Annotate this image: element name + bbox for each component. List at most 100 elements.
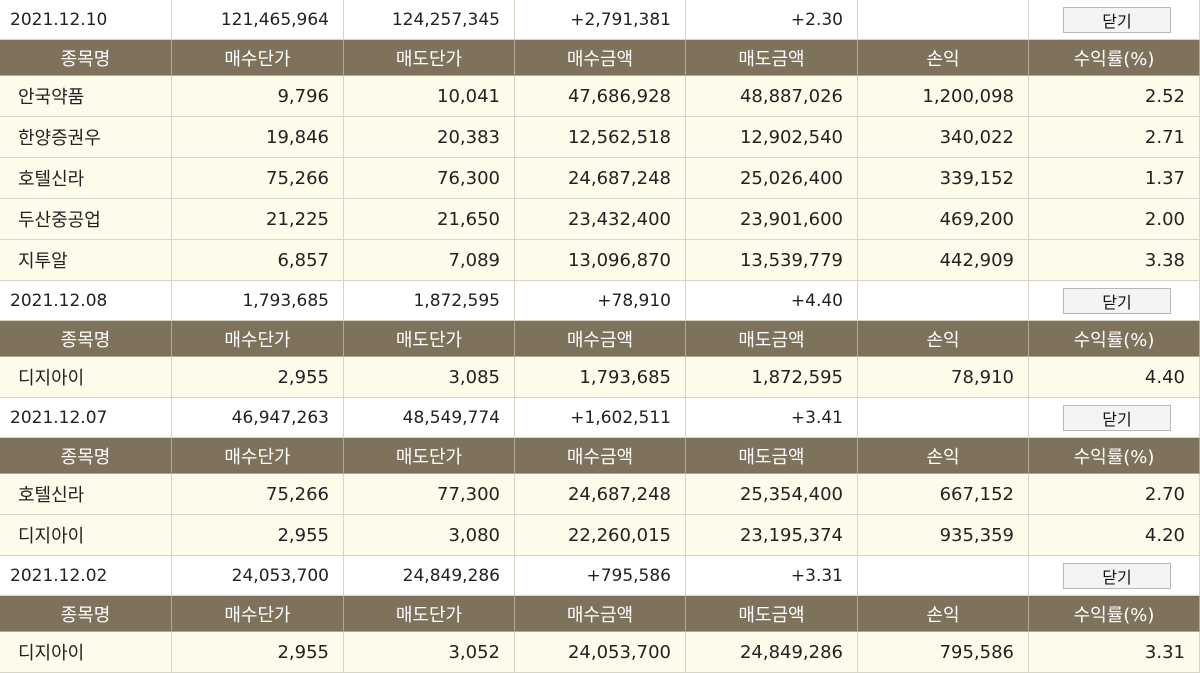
- stock-name: 안국약품: [0, 76, 172, 117]
- stock-name: 한양증권우: [0, 117, 172, 158]
- trade-date: 2021.12.02: [0, 556, 172, 596]
- sell-amount: 25,354,400: [686, 474, 858, 515]
- sell-amount: 24,849,286: [686, 632, 858, 673]
- profit-total: +78,910: [515, 281, 686, 321]
- table-row[interactable]: 호텔신라 75,266 76,300 24,687,248 25,026,400 339,…: [0, 158, 1200, 199]
- close-button-cell: 닫기: [1029, 281, 1200, 321]
- close-button[interactable]: 닫기: [1063, 287, 1171, 314]
- table-row[interactable]: 호텔신라 75,266 77,300 24,687,248 25,354,400 667,…: [0, 474, 1200, 515]
- header-sell-amount: 매도금액: [686, 321, 858, 357]
- sell-price: 20,383: [344, 117, 515, 158]
- rate-value: 2.71: [1029, 117, 1200, 158]
- header-buy-price: 매수단가: [172, 40, 344, 76]
- close-button-cell: 닫기: [1029, 398, 1200, 438]
- buy-amount: 24,053,700: [515, 632, 686, 673]
- header-sell-amount: 매도금액: [686, 596, 858, 632]
- header-buy-amount: 매수금액: [515, 40, 686, 76]
- stock-name: 호텔신라: [0, 474, 172, 515]
- buy-price: 2,955: [172, 632, 344, 673]
- header-rate: 수익률(%): [1029, 40, 1200, 76]
- trade-date: 2021.12.07: [0, 398, 172, 438]
- summary-spacer: [858, 398, 1029, 438]
- summary-spacer: [858, 281, 1029, 321]
- header-profit: 손익: [858, 596, 1029, 632]
- close-button[interactable]: 닫기: [1063, 6, 1171, 33]
- rate-value: 4.40: [1029, 357, 1200, 398]
- sell-amount: 25,026,400: [686, 158, 858, 199]
- header-sell-price: 매도단가: [344, 321, 515, 357]
- sell-amount: 12,902,540: [686, 117, 858, 158]
- close-button[interactable]: 닫기: [1063, 404, 1171, 431]
- sell-price: 3,080: [344, 515, 515, 556]
- header-rate: 수익률(%): [1029, 321, 1200, 357]
- stock-name: 디지아이: [0, 632, 172, 673]
- column-header-row: 종목명 매수단가 매도단가 매수금액 매도금액 손익 수익률(%): [0, 438, 1200, 474]
- buy-price: 6,857: [172, 240, 344, 281]
- buy-total: 46,947,263: [172, 398, 344, 438]
- profit-total: +1,602,511: [515, 398, 686, 438]
- header-sell-price: 매도단가: [344, 438, 515, 474]
- sell-total: 48,549,774: [344, 398, 515, 438]
- rate-value: 3.31: [1029, 632, 1200, 673]
- table-row[interactable]: 안국약품 9,796 10,041 47,686,928 48,887,026 1,200…: [0, 76, 1200, 117]
- summary-spacer: [858, 0, 1029, 40]
- header-rate: 수익률(%): [1029, 596, 1200, 632]
- sell-total: 1,872,595: [344, 281, 515, 321]
- rate-value: 2.70: [1029, 474, 1200, 515]
- profit-value: 78,910: [858, 357, 1029, 398]
- table-row[interactable]: 두산중공업 21,225 21,650 23,432,400 23,901,600 469…: [0, 199, 1200, 240]
- profit-total: +795,586: [515, 556, 686, 596]
- buy-amount: 23,432,400: [515, 199, 686, 240]
- stock-name: 디지아이: [0, 357, 172, 398]
- rate-value: 2.00: [1029, 199, 1200, 240]
- sell-price: 21,650: [344, 199, 515, 240]
- trade-date: 2021.12.10: [0, 0, 172, 40]
- header-profit: 손익: [858, 321, 1029, 357]
- sell-price: 77,300: [344, 474, 515, 515]
- buy-price: 2,955: [172, 357, 344, 398]
- sell-amount: 23,901,600: [686, 199, 858, 240]
- header-buy-amount: 매수금액: [515, 321, 686, 357]
- table-row[interactable]: 디지아이 2,955 3,080 22,260,015 23,195,374 935,35…: [0, 515, 1200, 556]
- sell-total: 24,849,286: [344, 556, 515, 596]
- sell-price: 76,300: [344, 158, 515, 199]
- rate-value: 4.20: [1029, 515, 1200, 556]
- header-rate: 수익률(%): [1029, 438, 1200, 474]
- sell-amount: 1,872,595: [686, 357, 858, 398]
- header-sell-price: 매도단가: [344, 40, 515, 76]
- buy-amount: 12,562,518: [515, 117, 686, 158]
- buy-amount: 24,687,248: [515, 158, 686, 199]
- column-header-row: 종목명 매수단가 매도단가 매수금액 매도금액 손익 수익률(%): [0, 596, 1200, 632]
- profit-value: 667,152: [858, 474, 1029, 515]
- profit-value: 469,200: [858, 199, 1029, 240]
- buy-amount: 47,686,928: [515, 76, 686, 117]
- trade-date: 2021.12.08: [0, 281, 172, 321]
- table-row[interactable]: 디지아이 2,955 3,052 24,053,700 24,849,286 795,58…: [0, 632, 1200, 673]
- close-button[interactable]: 닫기: [1063, 562, 1171, 589]
- rate-total: +2.30: [686, 0, 858, 40]
- buy-price: 19,846: [172, 117, 344, 158]
- column-header-row: 종목명 매수단가 매도단가 매수금액 매도금액 손익 수익률(%): [0, 40, 1200, 76]
- sell-price: 3,085: [344, 357, 515, 398]
- header-name: 종목명: [0, 321, 172, 357]
- summary-spacer: [858, 556, 1029, 596]
- stock-name: 지투알: [0, 240, 172, 281]
- sell-price: 10,041: [344, 76, 515, 117]
- profit-value: 935,359: [858, 515, 1029, 556]
- buy-price: 75,266: [172, 158, 344, 199]
- table-row[interactable]: 한양증권우 19,846 20,383 12,562,518 12,902,540 340…: [0, 117, 1200, 158]
- close-button-cell: 닫기: [1029, 556, 1200, 596]
- profit-value: 1,200,098: [858, 76, 1029, 117]
- rate-total: +3.41: [686, 398, 858, 438]
- profit-value: 340,022: [858, 117, 1029, 158]
- group-summary-row: 2021.12.02 24,053,700 24,849,286 +795,586 +3…: [0, 556, 1200, 596]
- buy-total: 121,465,964: [172, 0, 344, 40]
- table-row[interactable]: 디지아이 2,955 3,085 1,793,685 1,872,595 78,910 4.…: [0, 357, 1200, 398]
- header-name: 종목명: [0, 596, 172, 632]
- table-row[interactable]: 지투알 6,857 7,089 13,096,870 13,539,779 442,909…: [0, 240, 1200, 281]
- header-name: 종목명: [0, 438, 172, 474]
- header-buy-price: 매수단가: [172, 438, 344, 474]
- buy-price: 21,225: [172, 199, 344, 240]
- sell-total: 124,257,345: [344, 0, 515, 40]
